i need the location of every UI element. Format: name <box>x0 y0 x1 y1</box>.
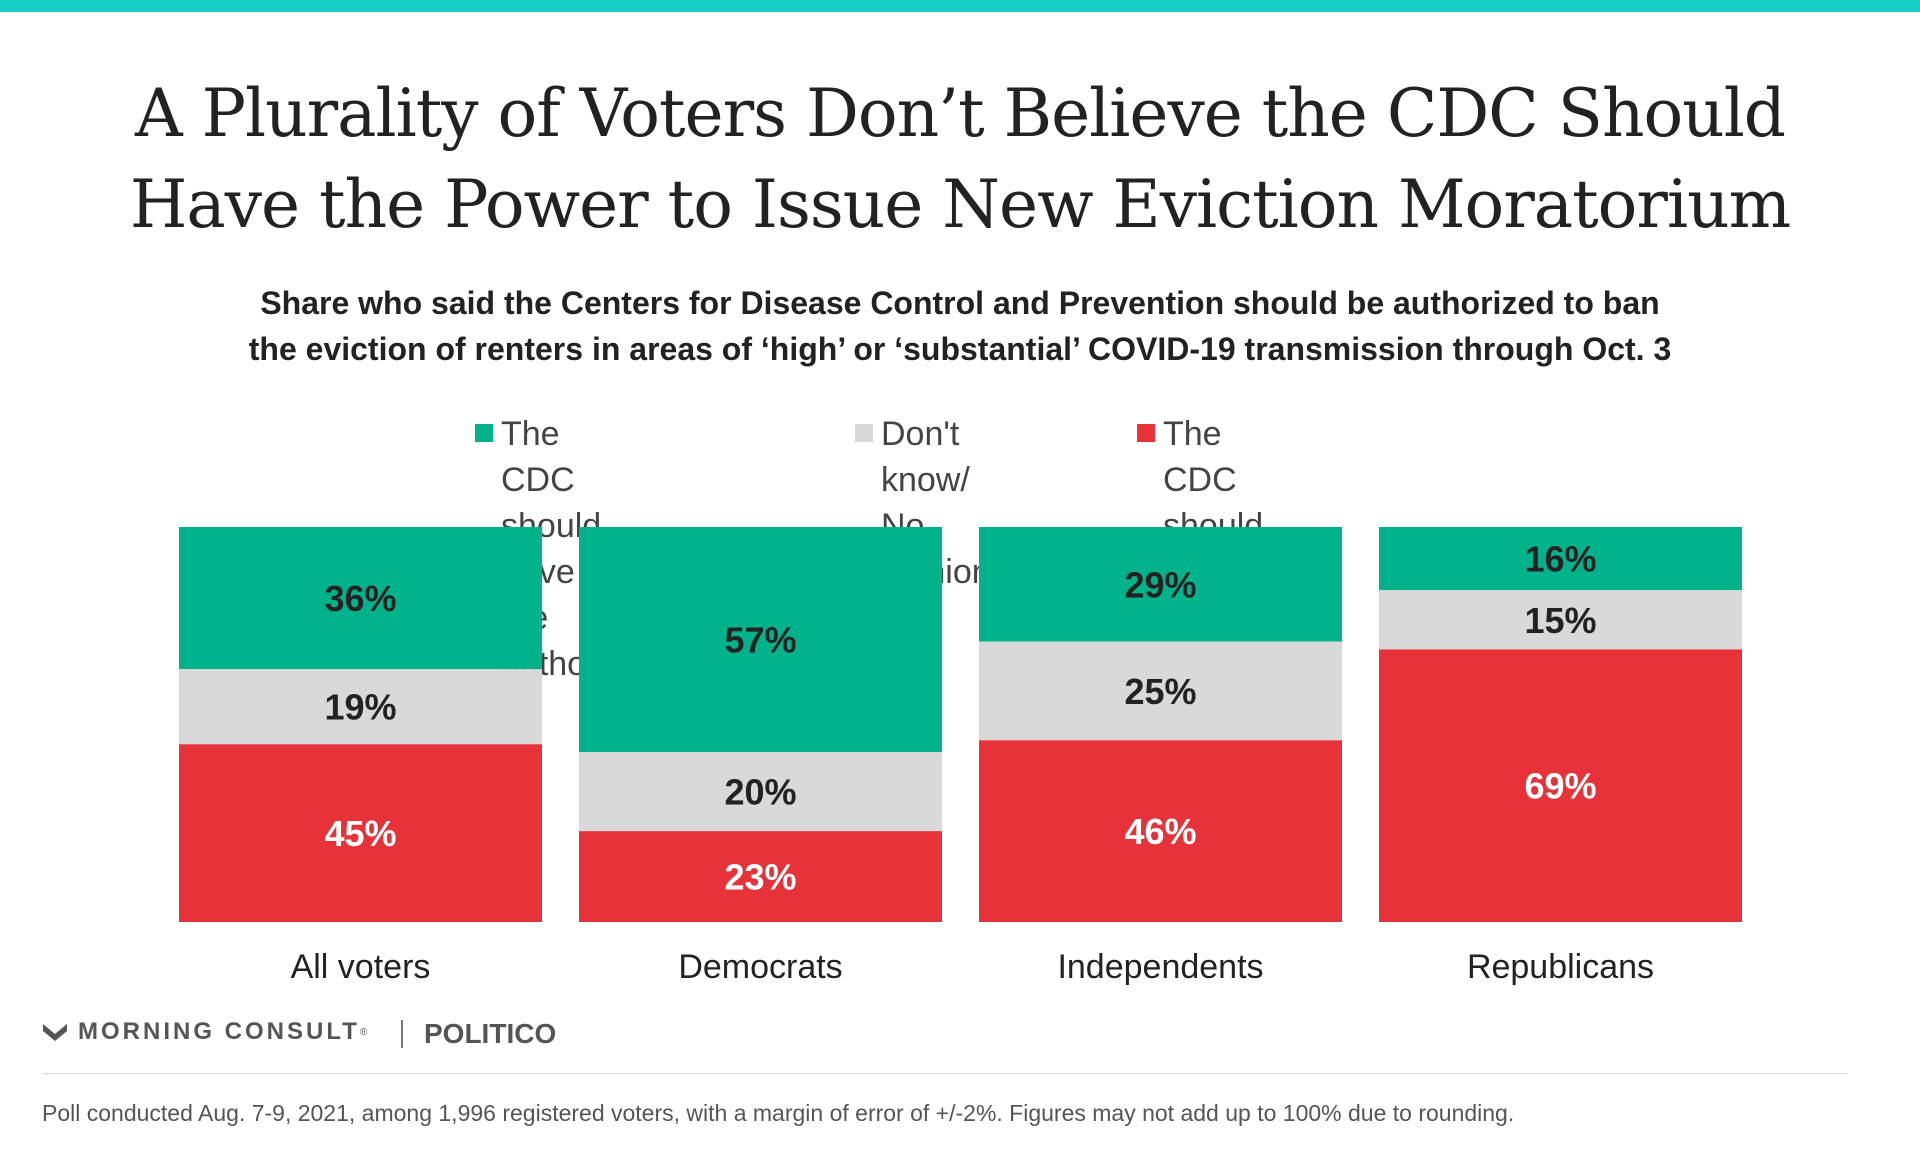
data-label-republicans-1: 15% <box>1524 600 1596 641</box>
bar-segment-republicans-0 <box>1379 527 1742 591</box>
title-line-2: Have the Power to Issue New Eviction Mor… <box>129 166 1791 243</box>
data-label-all-voters-2: 45% <box>324 813 396 854</box>
morning-consult-wordmark: MORNING CONSULT <box>78 1018 360 1045</box>
legend-swatch-should-have <box>475 424 493 442</box>
data-label-democrats-2: 23% <box>724 857 796 898</box>
footnote: Poll conducted Aug. 7-9, 2021, among 1,9… <box>42 1100 1515 1126</box>
subtitle-line-2: the eviction of renters in areas of ‘hig… <box>248 331 1672 367</box>
data-label-republicans-2: 69% <box>1524 766 1596 807</box>
category-label-all-voters: All voters <box>291 948 431 986</box>
data-label-all-voters-0: 36% <box>324 578 396 619</box>
politico-wordmark: POLITICO <box>424 1018 557 1049</box>
chart-subtitle: Share who said the Centers for Disease C… <box>120 280 1800 372</box>
legend-swatch-dont-know <box>855 424 873 442</box>
category-label-independents: Independents <box>1057 948 1263 986</box>
morning-consult-m-icon <box>43 1024 67 1041</box>
bar-segment-republicans-1 <box>1379 590 1742 650</box>
brand-divider <box>401 1020 403 1048</box>
registered-mark: ® <box>359 1026 368 1038</box>
data-label-independents-1: 25% <box>1124 671 1196 712</box>
bar-segment-republicans-2 <box>1379 649 1742 922</box>
subtitle-line-1: Share who said the Centers for Disease C… <box>260 285 1660 321</box>
bar-segment-independents-0 <box>979 527 1342 642</box>
bar-segment-independents-2 <box>979 740 1342 922</box>
bar-segment-democrats-1 <box>579 752 942 832</box>
politico-logo: POLITICO <box>424 1018 556 1050</box>
bar-segment-all-voters-1 <box>179 669 542 745</box>
category-label-republicans: Republicans <box>1467 948 1654 986</box>
bar-segment-all-voters-0 <box>179 527 542 670</box>
data-label-all-voters-1: 19% <box>324 687 396 728</box>
data-label-democrats-0: 57% <box>724 620 796 661</box>
data-label-independents-0: 29% <box>1124 564 1196 605</box>
bar-segment-all-voters-2 <box>179 744 542 922</box>
footer-divider <box>42 1073 1848 1074</box>
top-accent-bar <box>0 0 1920 12</box>
data-label-independents-2: 46% <box>1124 811 1196 852</box>
category-label-democrats: Democrats <box>678 948 842 986</box>
data-label-democrats-1: 20% <box>724 772 796 813</box>
legend-swatch-should-not-have <box>1137 424 1155 442</box>
bar-segment-democrats-2 <box>579 831 942 922</box>
morning-consult-logo: MORNING CONSULT ® <box>42 1018 367 1046</box>
chart-title: A Plurality of Voters Don’t Believe the … <box>0 68 1920 250</box>
bar-segment-democrats-0 <box>579 527 942 753</box>
title-line-1: A Plurality of Voters Don’t Believe the … <box>134 75 1786 152</box>
data-label-republicans-0: 16% <box>1524 539 1596 580</box>
bar-segment-independents-1 <box>979 641 1342 741</box>
